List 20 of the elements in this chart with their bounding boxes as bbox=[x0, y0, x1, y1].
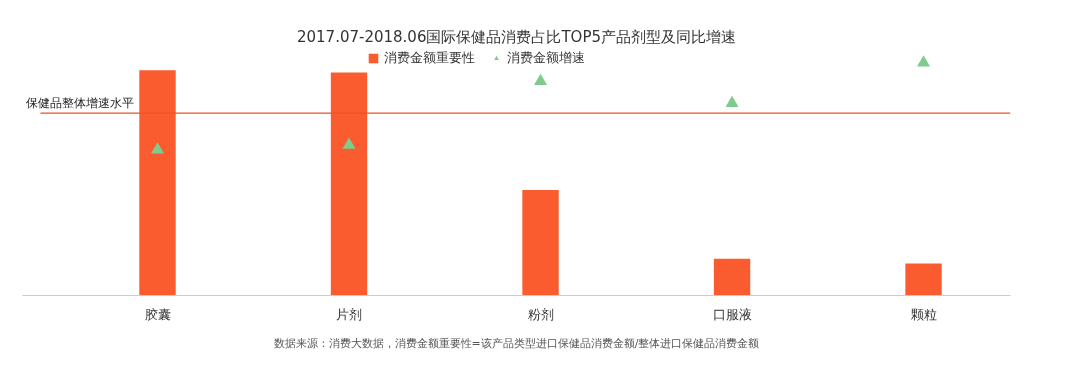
point bbox=[342, 137, 356, 149]
x-tick-label: 粉剂 bbox=[527, 306, 554, 322]
chart-title: 2017.07-2018.06国际保健品消费占比TOP5产品剂型及同比增速 bbox=[296, 27, 737, 46]
point bbox=[725, 95, 739, 108]
bar bbox=[713, 258, 751, 296]
bar bbox=[905, 263, 942, 296]
legend-label: 消费金额增速 bbox=[507, 49, 585, 67]
x-tick-label: 片剂 bbox=[336, 306, 363, 322]
source-note: 数据来源：消费大数据，消费金额重要性=该产品类型进口保健品消费金额/整体进口保健品消费金额 bbox=[273, 336, 760, 350]
x-tick-label: 胶囊 bbox=[144, 306, 171, 322]
bar bbox=[330, 72, 368, 296]
ref-line-label: 保健品整体增速水平 bbox=[25, 96, 134, 111]
point bbox=[534, 73, 548, 85]
point bbox=[151, 142, 165, 154]
point bbox=[917, 55, 931, 67]
legend-label: 消费金额重要性 bbox=[384, 49, 475, 67]
bar bbox=[139, 70, 176, 296]
x-tick-label: 颗粒 bbox=[910, 306, 937, 322]
bar bbox=[522, 190, 559, 296]
x-tick-label: 口服液 bbox=[712, 306, 752, 322]
